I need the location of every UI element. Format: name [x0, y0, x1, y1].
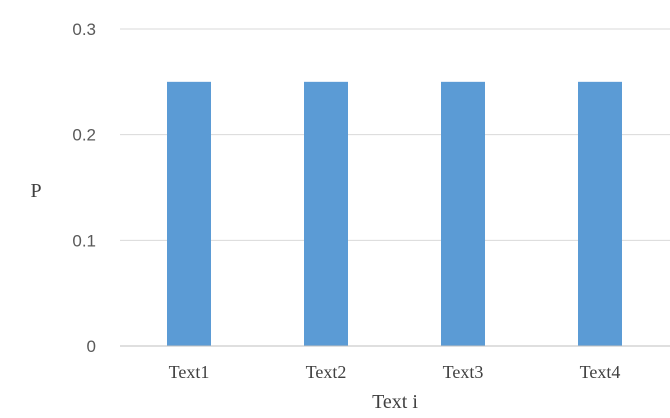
y-tick-label: 0 — [87, 337, 96, 356]
y-tick-label: 0.2 — [72, 126, 96, 145]
x-tick-label: Text3 — [443, 362, 484, 382]
y-tick-label: 0.3 — [72, 20, 96, 39]
y-axis-ticks: 0 0.1 0.2 0.3 — [72, 20, 96, 356]
bar-text2 — [304, 81, 348, 346]
x-axis-title: Text i — [372, 391, 418, 413]
bar-text1 — [167, 81, 211, 346]
bars — [167, 81, 622, 346]
x-tick-label: Text2 — [306, 362, 347, 382]
bar-text4 — [578, 81, 622, 346]
x-tick-label: Text1 — [169, 362, 210, 382]
y-tick-label: 0.1 — [72, 231, 96, 250]
x-axis-ticks: Text1 Text2 Text3 Text4 — [169, 362, 621, 382]
bar-text3 — [441, 81, 485, 346]
x-tick-label: Text4 — [580, 362, 621, 382]
y-axis-title: P — [30, 180, 41, 202]
